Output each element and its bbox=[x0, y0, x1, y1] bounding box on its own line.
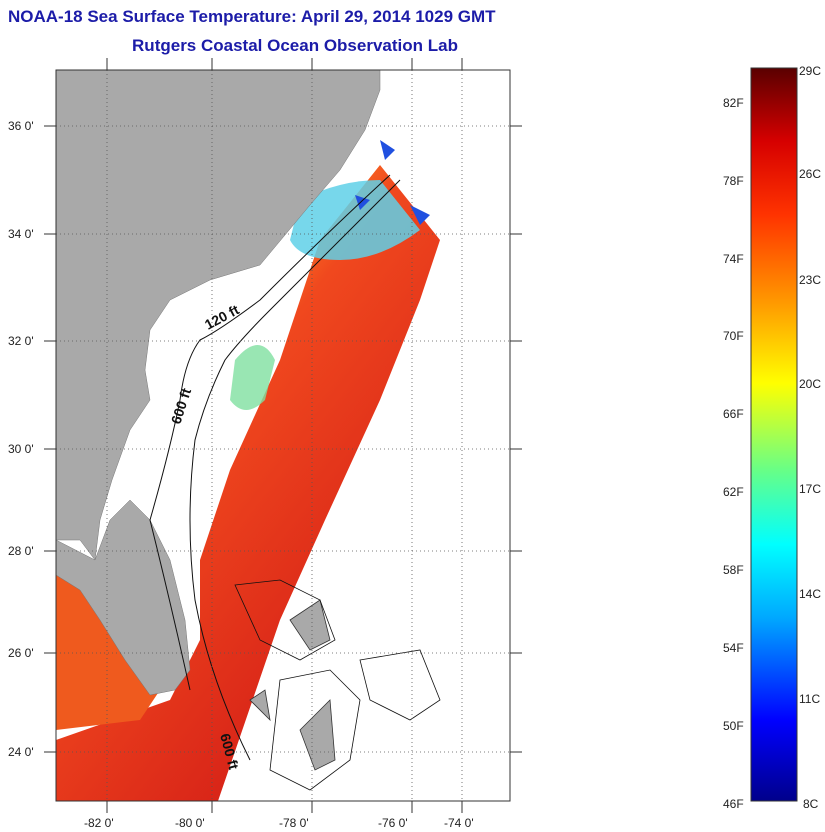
axis-ticks bbox=[44, 58, 522, 813]
bahamas-islands bbox=[249, 599, 336, 771]
lat-label-28: 28 0' bbox=[8, 544, 34, 558]
colorbar-c-20: 20C bbox=[799, 377, 821, 391]
colorbar-f-70: 70F bbox=[723, 329, 744, 343]
colorbar bbox=[750, 67, 798, 802]
gulf-water bbox=[56, 560, 160, 730]
map-subtitle: Rutgers Coastal Ocean Observation Lab bbox=[132, 36, 458, 55]
barrier-islands bbox=[355, 140, 430, 225]
map-border bbox=[55, 69, 511, 802]
lat-label-32: 32 0' bbox=[8, 334, 34, 348]
colorbar-c-23: 23C bbox=[799, 273, 821, 287]
lon-label-78: -78 0' bbox=[279, 816, 309, 830]
colorbar-f-54: 54F bbox=[723, 641, 744, 655]
lat-label-26: 26 0' bbox=[8, 646, 34, 660]
colorbar-c-11: 11C bbox=[799, 692, 820, 706]
colorbar-f-50: 50F bbox=[723, 719, 744, 733]
colorbar-c-14: 14C bbox=[799, 587, 821, 601]
lon-label-82: -82 0' bbox=[84, 816, 114, 830]
colorbar-f-74: 74F bbox=[723, 252, 744, 266]
map-title: NOAA-18 Sea Surface Temperature: April 2… bbox=[8, 7, 496, 26]
colorbar-c-29: 29C bbox=[799, 64, 821, 78]
satellite-swath bbox=[56, 165, 440, 801]
colorbar-f-58: 58F bbox=[723, 563, 744, 577]
colorbar-f-62: 62F bbox=[723, 485, 744, 499]
colorbar-f-78: 78F bbox=[723, 174, 744, 188]
colorbar-c-17: 17C bbox=[799, 482, 821, 496]
cool-water-patch-2 bbox=[230, 345, 275, 410]
contour-bahamas bbox=[234, 579, 441, 791]
colorbar-c-26: 26C bbox=[799, 167, 821, 181]
colorbar-f-46: 46F bbox=[723, 797, 744, 811]
colorbar-f-82: 82F bbox=[723, 96, 744, 110]
contour-600ft bbox=[189, 179, 401, 761]
contour-120ft bbox=[149, 174, 391, 691]
southeast-us-land bbox=[56, 70, 381, 561]
lat-label-24: 24 0' bbox=[8, 745, 34, 759]
lat-label-34: 34 0' bbox=[8, 227, 34, 241]
florida-peninsula-land bbox=[56, 499, 191, 696]
colorbar-f-66: 66F bbox=[723, 407, 744, 421]
lat-label-36: 36 0' bbox=[8, 119, 34, 133]
lat-label-30: 30 0' bbox=[8, 442, 34, 456]
lon-label-76: -76 0' bbox=[378, 816, 408, 830]
lon-label-80: -80 0' bbox=[175, 816, 205, 830]
cool-water-patch bbox=[290, 180, 420, 260]
colorbar-c-8: 8C bbox=[803, 797, 819, 811]
lon-label-74: -74 0' bbox=[444, 816, 474, 830]
